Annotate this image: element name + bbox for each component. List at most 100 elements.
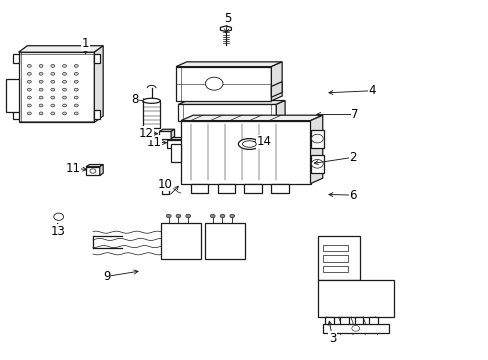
Circle shape xyxy=(351,325,359,331)
Circle shape xyxy=(39,104,43,107)
Circle shape xyxy=(39,112,43,115)
Polygon shape xyxy=(244,184,261,193)
Text: 14: 14 xyxy=(256,135,271,148)
Polygon shape xyxy=(322,324,388,333)
Ellipse shape xyxy=(142,98,160,103)
Circle shape xyxy=(311,134,323,143)
Circle shape xyxy=(62,80,66,83)
Circle shape xyxy=(51,64,55,67)
Circle shape xyxy=(27,88,31,91)
Text: 4: 4 xyxy=(368,84,376,97)
Text: 11: 11 xyxy=(66,162,81,175)
Polygon shape xyxy=(159,129,174,131)
Text: 10: 10 xyxy=(158,178,172,191)
Circle shape xyxy=(51,112,55,115)
Polygon shape xyxy=(6,79,19,112)
Polygon shape xyxy=(339,317,348,326)
Polygon shape xyxy=(220,26,231,32)
Circle shape xyxy=(39,80,43,83)
Polygon shape xyxy=(94,110,100,119)
Polygon shape xyxy=(171,129,174,139)
Text: 6: 6 xyxy=(348,189,356,202)
Circle shape xyxy=(39,72,43,75)
Circle shape xyxy=(166,214,171,218)
Polygon shape xyxy=(166,140,182,148)
Text: 7: 7 xyxy=(350,108,358,121)
Circle shape xyxy=(220,214,224,218)
Circle shape xyxy=(51,88,55,91)
Polygon shape xyxy=(86,167,100,175)
Circle shape xyxy=(27,112,31,115)
Polygon shape xyxy=(317,280,393,317)
Polygon shape xyxy=(176,62,282,67)
Circle shape xyxy=(27,64,31,67)
Polygon shape xyxy=(271,62,282,101)
Circle shape xyxy=(90,169,96,173)
Polygon shape xyxy=(322,266,347,272)
Polygon shape xyxy=(181,115,322,121)
Text: 5: 5 xyxy=(223,12,231,24)
Text: 11: 11 xyxy=(146,136,161,149)
Text: 3: 3 xyxy=(328,332,336,345)
Circle shape xyxy=(62,104,66,107)
Text: 1: 1 xyxy=(81,37,89,50)
Circle shape xyxy=(229,214,234,218)
Circle shape xyxy=(54,213,63,220)
Polygon shape xyxy=(19,52,94,122)
Text: 2: 2 xyxy=(348,151,356,164)
Circle shape xyxy=(185,214,190,218)
Text: 8: 8 xyxy=(131,93,139,106)
Polygon shape xyxy=(94,46,103,122)
Polygon shape xyxy=(217,184,234,193)
Circle shape xyxy=(27,72,31,75)
Polygon shape xyxy=(271,82,282,97)
Circle shape xyxy=(74,112,78,115)
Polygon shape xyxy=(13,110,19,119)
Polygon shape xyxy=(171,144,181,162)
Circle shape xyxy=(74,88,78,91)
Polygon shape xyxy=(100,165,103,175)
Circle shape xyxy=(62,88,66,91)
Circle shape xyxy=(62,72,66,75)
Polygon shape xyxy=(190,184,207,193)
Circle shape xyxy=(39,64,43,67)
Polygon shape xyxy=(161,223,201,259)
Circle shape xyxy=(74,96,78,99)
Polygon shape xyxy=(181,121,310,184)
Circle shape xyxy=(74,72,78,75)
Polygon shape xyxy=(19,46,103,52)
Circle shape xyxy=(176,214,181,218)
Polygon shape xyxy=(176,67,271,101)
Circle shape xyxy=(27,80,31,83)
Circle shape xyxy=(210,214,215,218)
Polygon shape xyxy=(325,317,333,326)
Text: 13: 13 xyxy=(50,225,65,238)
Circle shape xyxy=(51,80,55,83)
Polygon shape xyxy=(94,54,100,63)
Circle shape xyxy=(39,88,43,91)
Polygon shape xyxy=(142,101,160,128)
Circle shape xyxy=(27,104,31,107)
Polygon shape xyxy=(205,223,245,259)
Circle shape xyxy=(51,72,55,75)
Circle shape xyxy=(311,159,323,168)
Polygon shape xyxy=(166,138,185,140)
Polygon shape xyxy=(276,100,285,121)
Polygon shape xyxy=(159,131,171,139)
Circle shape xyxy=(27,96,31,99)
Circle shape xyxy=(62,112,66,115)
Polygon shape xyxy=(271,184,288,193)
Circle shape xyxy=(51,104,55,107)
Ellipse shape xyxy=(242,141,256,147)
Circle shape xyxy=(39,96,43,99)
Polygon shape xyxy=(178,104,276,121)
Polygon shape xyxy=(310,155,324,173)
Circle shape xyxy=(205,77,223,90)
Polygon shape xyxy=(322,245,347,251)
Polygon shape xyxy=(162,189,168,194)
Polygon shape xyxy=(178,100,285,104)
Text: 12: 12 xyxy=(138,127,153,140)
Polygon shape xyxy=(322,255,347,262)
Polygon shape xyxy=(86,165,103,167)
Polygon shape xyxy=(317,236,359,280)
